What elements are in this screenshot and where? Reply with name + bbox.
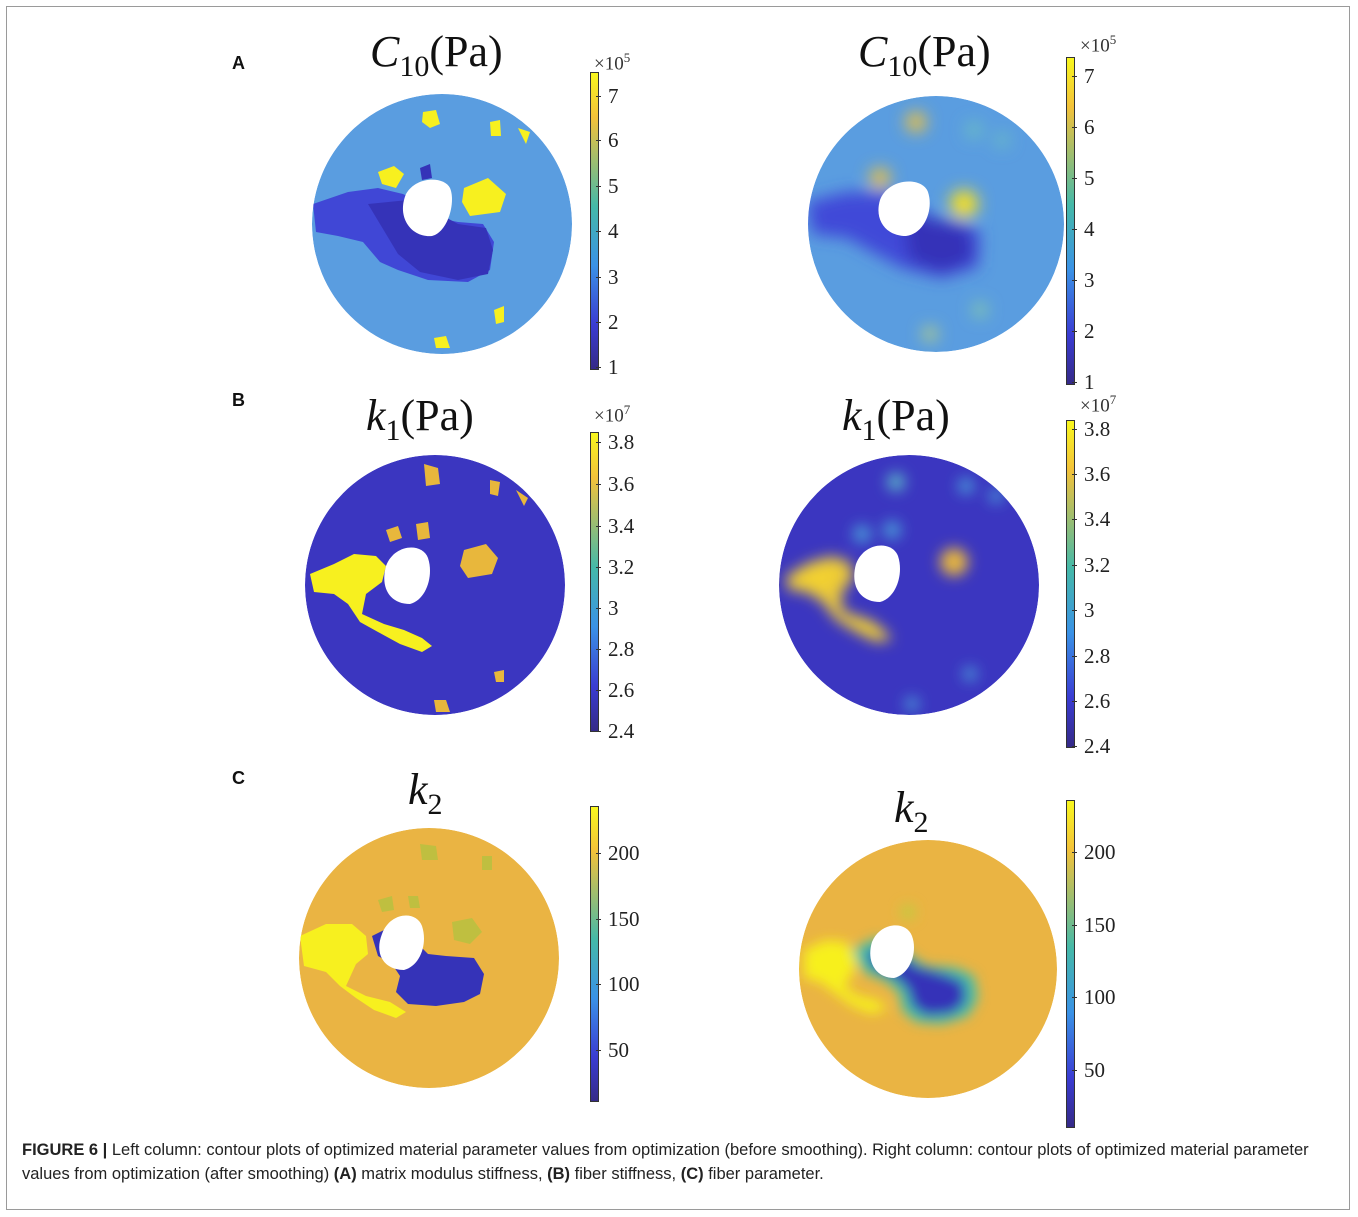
tick-label: 2.8 [595, 637, 635, 661]
tick-label: 3.2 [595, 555, 635, 579]
tick-label: 150 [1072, 913, 1116, 937]
tick-label: 1 [596, 355, 619, 379]
tick-label: 150 [596, 907, 640, 931]
title-a-right: C10(Pa) [858, 27, 991, 83]
tick-label: 6 [1072, 115, 1095, 139]
tick-label: 3.4 [595, 514, 635, 538]
tick-label: 5 [596, 174, 619, 198]
tick-label: 100 [596, 972, 640, 996]
colorbar-a-left [590, 72, 599, 370]
tick-label: 7 [596, 84, 619, 108]
panel-letter-c: C [232, 768, 245, 788]
contour-c-before [299, 828, 559, 1088]
tick-label: 3 [596, 265, 619, 289]
title-b-right: k1(Pa) [842, 391, 950, 447]
colorbar-b-right [1066, 420, 1075, 748]
colorbar-c-left [590, 806, 599, 1102]
tick-label: 2.6 [1071, 689, 1111, 713]
tick-label: 3.8 [595, 430, 635, 454]
tick-label: 7 [1072, 64, 1095, 88]
colorbar-a-right [1066, 57, 1075, 385]
tick-label: 2.4 [595, 719, 635, 743]
tick-label: 3.8 [1071, 417, 1111, 441]
contour-b-before [305, 455, 565, 715]
title-c-left: k2 [408, 765, 443, 821]
tick-label: 3.4 [1071, 507, 1111, 531]
cbar-b-right-multiplier: ×107 [1080, 392, 1117, 417]
tick-label: 3.6 [1071, 462, 1111, 486]
tick-label: 2.4 [1071, 734, 1111, 758]
tick-label: 3 [596, 596, 619, 620]
tick-label: 1 [1072, 370, 1095, 394]
cbar-b-left-multiplier: ×107 [594, 402, 631, 427]
tick-label: 3.6 [595, 472, 635, 496]
panel-letter-a: A [232, 53, 245, 73]
colorbar-b-left [590, 432, 599, 732]
tick-label: 5 [1072, 166, 1095, 190]
title-b-left: k1(Pa) [366, 391, 474, 447]
title-c-right: k2 [894, 783, 929, 839]
tick-label: 200 [1072, 840, 1116, 864]
contour-b-after [779, 455, 1039, 715]
tick-label: 4 [1072, 217, 1095, 241]
tick-label: 2.8 [1071, 644, 1111, 668]
cbar-a-right-multiplier: ×105 [1080, 32, 1117, 57]
contour-a-before [312, 94, 572, 354]
tick-label: 3.2 [1071, 553, 1111, 577]
figure-frame [6, 6, 1350, 1210]
tick-label: 50 [596, 1038, 629, 1062]
tick-label: 2.6 [595, 678, 635, 702]
tick-label: 6 [596, 128, 619, 152]
tick-label: 100 [1072, 985, 1116, 1009]
tick-label: 3 [1072, 268, 1095, 292]
cbar-a-left-multiplier: ×105 [594, 50, 631, 75]
title-a-left: C10(Pa) [370, 27, 503, 83]
contour-a-after [808, 96, 1064, 352]
panel-letter-b: B [232, 390, 245, 410]
colorbar-c-right [1066, 800, 1075, 1128]
tick-label: 200 [596, 841, 640, 865]
tick-label: 4 [596, 219, 619, 243]
tick-label: 3 [1072, 598, 1095, 622]
figure-label: FIGURE 6 | [22, 1141, 108, 1159]
tick-label: 2 [1072, 319, 1095, 343]
tick-label: 2 [596, 310, 619, 334]
contour-c-after [799, 840, 1057, 1098]
figure-caption: FIGURE 6 | Left column: contour plots of… [22, 1141, 1309, 1183]
tick-label: 50 [1072, 1058, 1105, 1082]
